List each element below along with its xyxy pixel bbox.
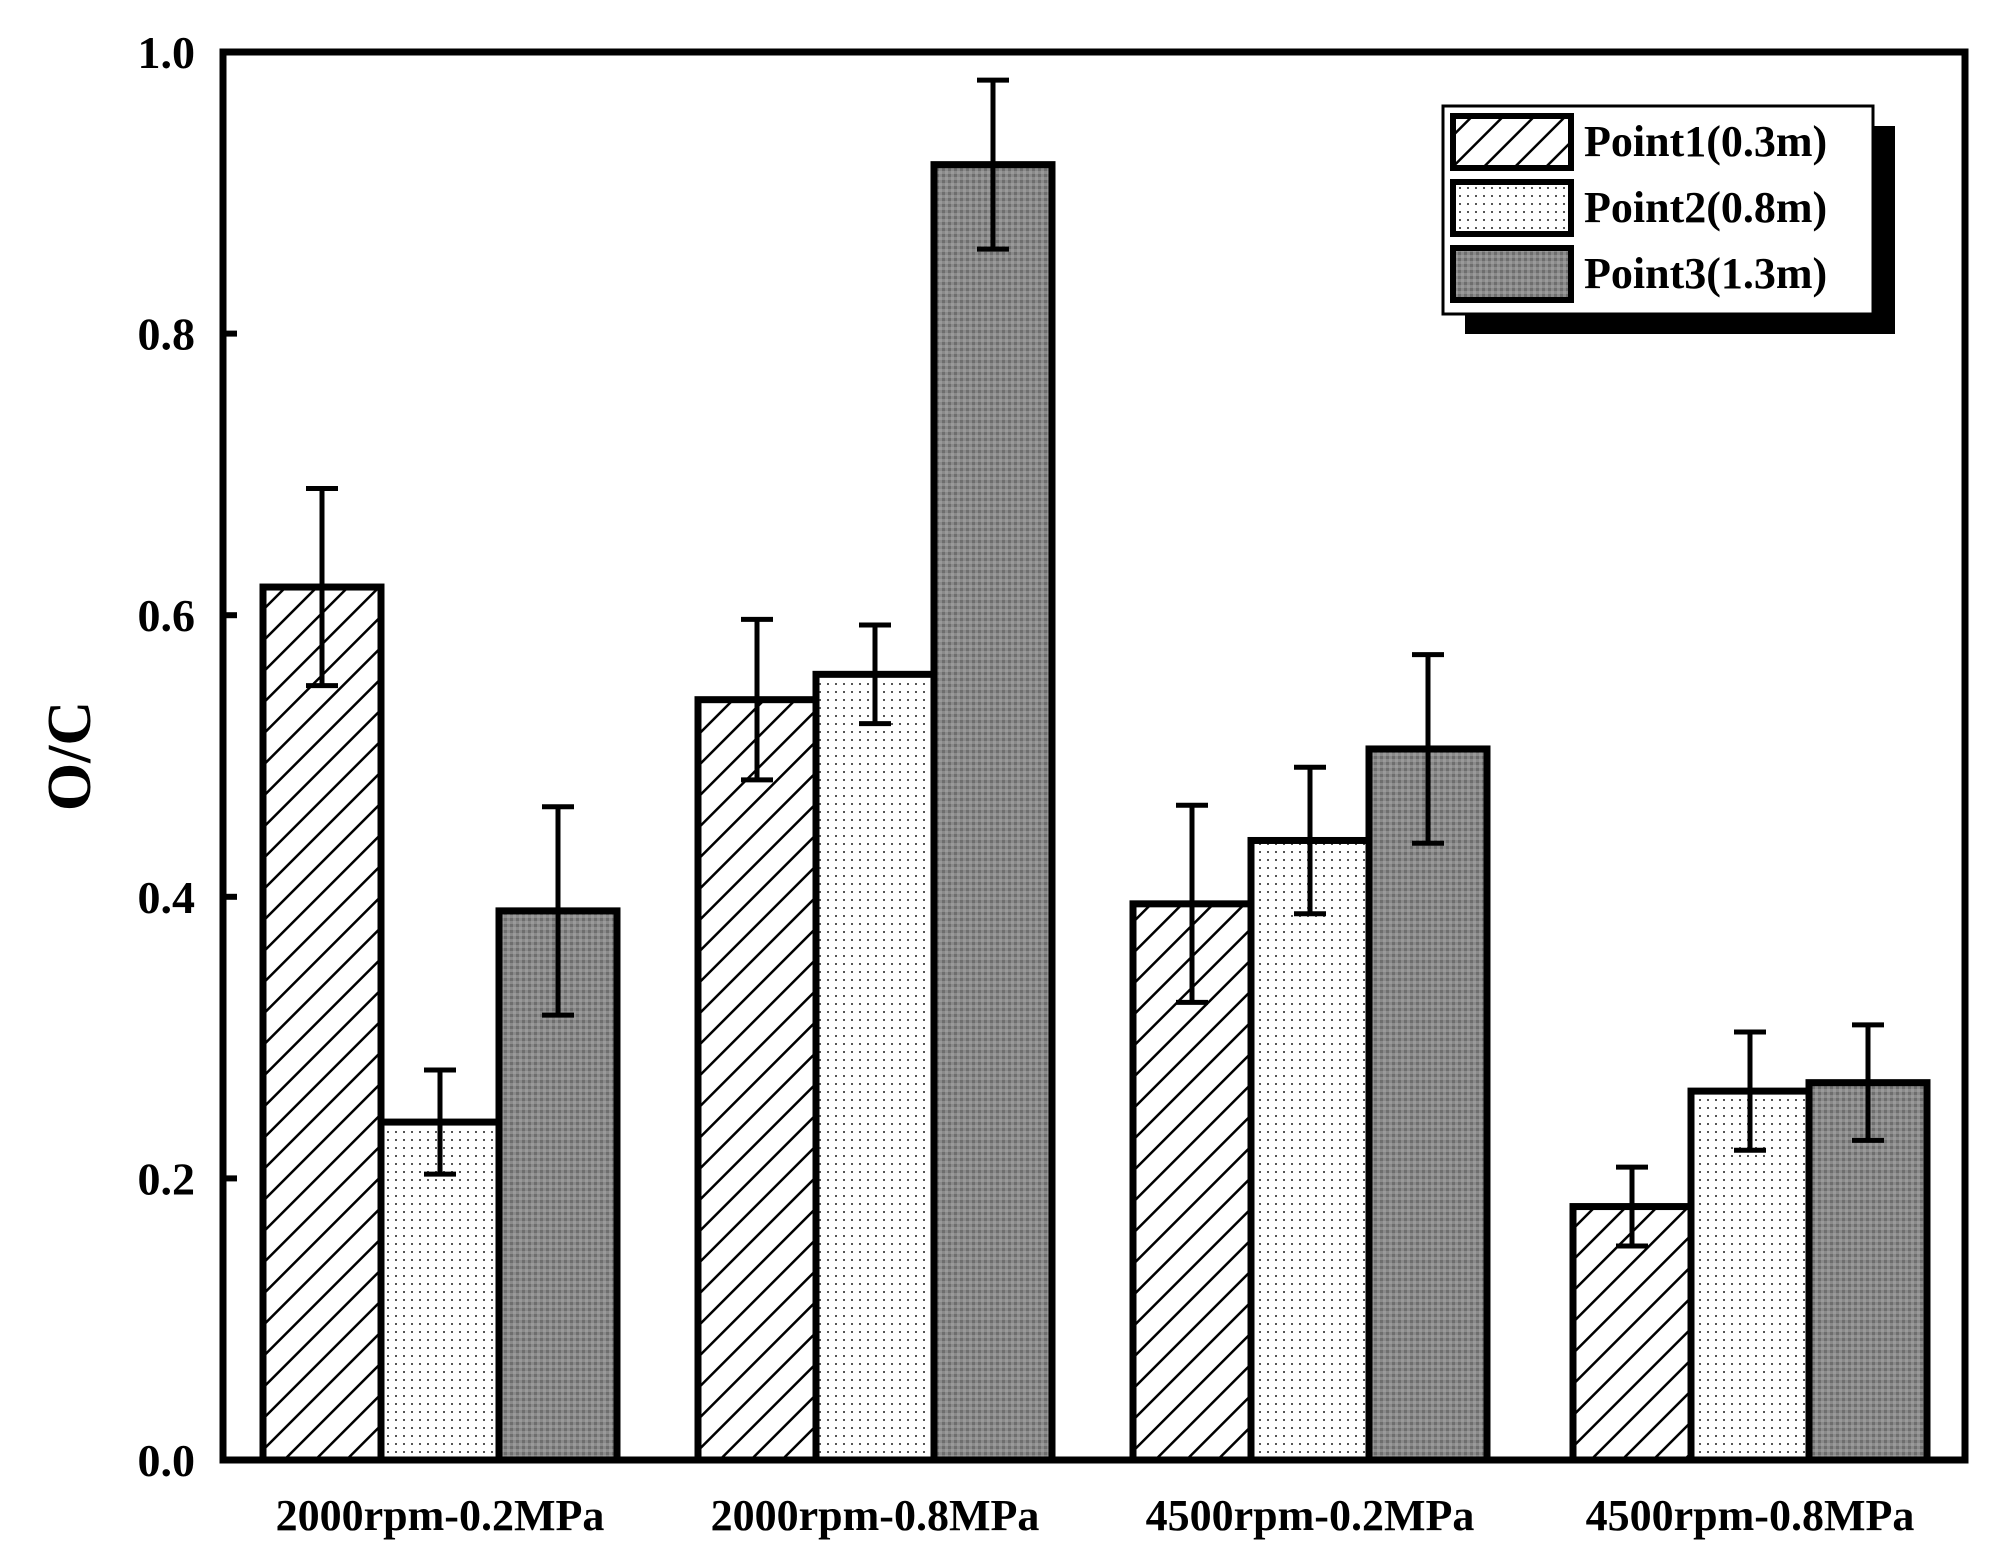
category-labels: 2000rpm-0.2MPa 2000rpm-0.8MPa 4500rpm-0.2M…	[276, 1491, 1915, 1540]
y-tick-label: 0.6	[138, 590, 196, 641]
legend-label-3: Point3(1.3m)	[1584, 249, 1827, 298]
y-tick-label: 0.4	[138, 872, 196, 923]
y-tick-label: 0.0	[138, 1435, 196, 1486]
bar-1-4	[1569, 1203, 1695, 1464]
x-category-label-2: 2000rpm-0.8MPa	[711, 1491, 1040, 1540]
error-bars-group	[306, 77, 1884, 1249]
bar-1-1	[259, 583, 385, 1464]
y-tick-label: 1.0	[138, 27, 196, 78]
legend-label-1: Point1(0.3m)	[1584, 117, 1827, 166]
y-axis-ticks: 0.0 0.2 0.4 0.6 0.8 1.0	[138, 27, 237, 1486]
bar-3-2	[930, 161, 1056, 1464]
x-category-label-4: 4500rpm-0.8MPa	[1586, 1491, 1915, 1540]
y-axis-title: O/C	[36, 701, 104, 811]
bar-2-2	[812, 670, 938, 1464]
y-tick-label: 0.2	[138, 1153, 196, 1204]
x-category-label-1: 2000rpm-0.2MPa	[276, 1491, 605, 1540]
bars-group	[259, 161, 1931, 1464]
legend-swatch-2	[1450, 179, 1574, 237]
x-category-label-3: 4500rpm-0.2MPa	[1146, 1491, 1475, 1540]
legend-swatch-3	[1450, 245, 1574, 303]
legend-swatch-1	[1450, 113, 1574, 171]
legend: Point1(0.3m) Point2(0.8m) Point3(1.3m)	[1441, 104, 1895, 334]
legend-label-2: Point2(0.8m)	[1584, 183, 1827, 232]
bar-2-3	[1247, 836, 1373, 1464]
plot-frame	[219, 48, 1969, 1464]
y-tick-label: 0.8	[138, 309, 196, 360]
bar-3-3	[1365, 745, 1491, 1464]
bar-3-4	[1805, 1079, 1931, 1464]
bar-1-2	[694, 696, 820, 1464]
